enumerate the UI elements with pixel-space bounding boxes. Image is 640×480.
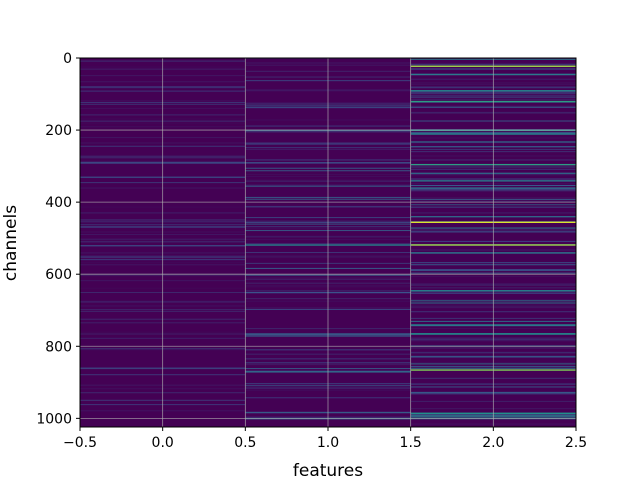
x-axis: −0.5 0.0 0.5 1.0 1.5 2.0 2.5 xyxy=(63,427,587,451)
y-tick-label: 0 xyxy=(63,51,72,67)
x-tick-label: 0.5 xyxy=(234,435,256,451)
y-tick-label: 600 xyxy=(45,267,72,283)
y-axis-label: channels xyxy=(1,205,21,281)
y-tick-label: 200 xyxy=(45,123,72,139)
x-tick-label: 1.5 xyxy=(400,435,422,451)
x-axis-label: features xyxy=(293,461,363,480)
x-tick-label: −0.5 xyxy=(63,435,97,451)
x-tick-label: 2.5 xyxy=(565,435,587,451)
y-axis: 0 200 400 600 800 1000 xyxy=(36,51,80,427)
x-tick-label: 1.0 xyxy=(317,435,339,451)
x-tick-label: 2.0 xyxy=(482,435,504,451)
y-tick-label: 800 xyxy=(45,339,72,355)
y-tick-label: 400 xyxy=(45,195,72,211)
y-tick-label: 1000 xyxy=(36,411,72,427)
x-tick-label: 0.0 xyxy=(152,435,174,451)
